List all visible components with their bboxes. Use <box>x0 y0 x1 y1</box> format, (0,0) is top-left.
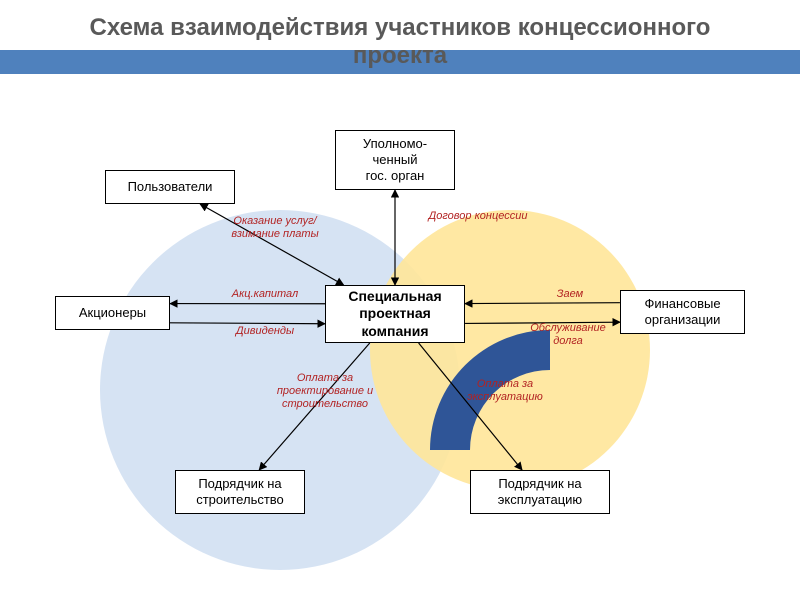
diagram-layer: Специальнаяпроектнаякомпания Пользователи… <box>0 0 800 600</box>
node-fin: Финансовыеорганизации <box>620 290 745 334</box>
edge-label: Заем <box>530 288 610 301</box>
node-users: Пользователи <box>105 170 235 204</box>
edge-label: Оказание услуг/взимание платы <box>210 215 340 241</box>
edge-label: Обслуживаниедолга <box>508 322 628 348</box>
page-title: Схема взаимодействия участников концесси… <box>20 14 780 70</box>
edge-label: Акц.капитал <box>210 288 320 301</box>
node-center: Специальнаяпроектнаякомпания <box>325 285 465 343</box>
edge-label: Договор концессии <box>408 210 548 223</box>
node-oper: Подрядчик наэксплуатацию <box>470 470 610 514</box>
node-gov: Уполномо-ченныйгос. орган <box>335 130 455 190</box>
node-share: Акционеры <box>55 296 170 330</box>
title-bar: Схема взаимодействия участников концесси… <box>0 0 800 80</box>
edge-label: Оплата запроектирование истроительство <box>250 372 400 412</box>
edge-label: Дивиденды <box>210 325 320 338</box>
edge-label: Оплата заэксплуатацию <box>445 378 565 404</box>
node-build: Подрядчик настроительство <box>175 470 305 514</box>
